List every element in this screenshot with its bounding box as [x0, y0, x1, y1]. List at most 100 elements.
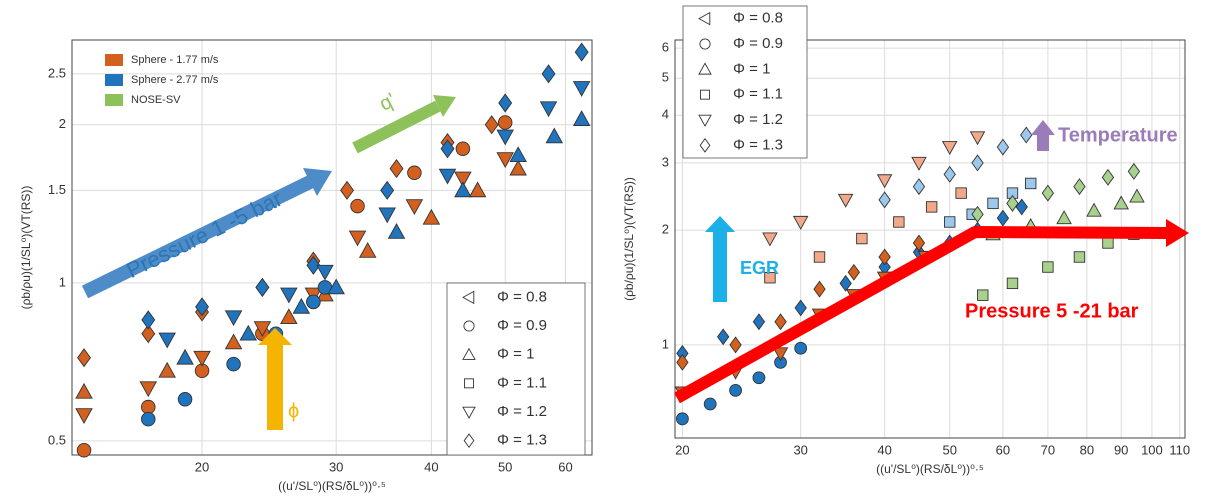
phi-arrow-head	[258, 328, 292, 345]
data-point	[253, 321, 272, 337]
x-tick-label: 20	[675, 442, 689, 457]
egr-arrow-head	[705, 216, 735, 232]
data-point	[878, 248, 891, 266]
legend-marker	[463, 320, 475, 332]
data-point	[468, 181, 487, 198]
x-tick-label: 110	[1169, 442, 1190, 457]
data-point	[75, 382, 93, 399]
data-point	[996, 209, 1010, 227]
data-point	[1006, 277, 1019, 290]
data-point	[943, 165, 956, 183]
x-axis-label: ((u'/SL⁰)(RS/δL⁰))⁰·⁵	[278, 479, 386, 493]
x-tick-label: 60	[558, 459, 572, 474]
y-tick-label: 6	[662, 40, 669, 55]
y-axis-label: (ρb/ρu)(1/SL⁰)(VT(RS))	[19, 186, 33, 310]
legend-label: Φ = 1.1	[733, 86, 783, 103]
x-tick-label: 90	[1114, 442, 1128, 457]
annotation: Temperature	[1058, 124, 1178, 146]
data-point	[774, 313, 787, 331]
data-point	[497, 115, 513, 130]
data-point	[306, 255, 321, 275]
legend-label: Φ = 0.9	[733, 35, 783, 52]
data-point	[348, 230, 367, 247]
data-point	[139, 381, 158, 398]
data-point	[1006, 194, 1019, 212]
data-point	[545, 127, 564, 144]
data-point	[971, 205, 984, 223]
data-point	[405, 199, 424, 216]
data-point	[911, 156, 927, 171]
data-point	[195, 297, 209, 317]
data-point	[177, 392, 193, 407]
data-point	[280, 287, 298, 304]
y-tick-label: 1	[662, 336, 669, 351]
data-point	[675, 412, 689, 426]
legend-box	[446, 282, 586, 456]
data-point	[772, 347, 789, 362]
data-point	[509, 159, 527, 176]
legend-label: Sphere - 2.77 m/s	[131, 74, 219, 86]
data-point	[1086, 202, 1102, 217]
data-point	[387, 222, 406, 239]
data-point	[541, 64, 556, 84]
legend-label: Φ = 1.2	[733, 111, 783, 128]
pressure-arrow-head	[1166, 219, 1189, 247]
legend-marker	[463, 433, 475, 449]
data-point	[389, 159, 404, 179]
legend-label: Φ = 1.3	[497, 432, 547, 449]
data-point	[141, 324, 156, 344]
data-point	[572, 81, 591, 97]
data-point	[340, 180, 354, 200]
data-point	[876, 174, 893, 189]
data-point	[1127, 162, 1141, 180]
data-point	[292, 297, 311, 314]
data-point	[729, 383, 742, 397]
temperature-arrow	[1037, 135, 1049, 151]
data-point	[729, 336, 742, 354]
y-tick-label: 1	[59, 274, 66, 289]
y-tick-label: 3	[662, 154, 669, 169]
legend-label: Φ = 0.8	[733, 10, 783, 27]
legend-swatch	[105, 74, 123, 86]
data-point	[484, 115, 499, 135]
legend-label: Φ = 0.8	[497, 288, 547, 305]
data-point	[75, 408, 93, 424]
y-tick-label: 4	[662, 107, 669, 122]
data-point	[977, 289, 989, 301]
x-tick-label: 40	[424, 459, 438, 474]
data-point	[1020, 126, 1033, 144]
x-tick-label: 60	[996, 442, 1010, 457]
data-point	[327, 278, 345, 295]
legend-marker	[464, 378, 474, 389]
data-point	[176, 348, 194, 365]
x-tick-label: 80	[1080, 442, 1094, 457]
data-point	[839, 274, 852, 292]
data-point	[380, 180, 395, 200]
data-point	[574, 42, 589, 62]
y-tick-label: 0.5	[48, 432, 66, 447]
data-point	[764, 272, 776, 284]
data-point	[378, 207, 396, 224]
legend-marker	[462, 347, 476, 360]
data-point	[676, 353, 689, 371]
data-point	[792, 215, 809, 230]
data-point	[1101, 168, 1115, 186]
data-point	[141, 310, 156, 330]
data-point	[539, 101, 558, 118]
q-arrow	[352, 100, 441, 154]
data-point	[1073, 251, 1086, 263]
y-tick-label: 2	[662, 222, 669, 237]
plot-frame	[674, 39, 1186, 439]
data-point	[496, 152, 514, 169]
data-point	[358, 242, 377, 258]
y-axis-label: (ρb/ρu)(1/SL⁰)(VT(RS))	[622, 177, 636, 301]
data-point	[1073, 178, 1086, 196]
data-point	[158, 332, 176, 349]
annotation: ϕ	[288, 400, 299, 422]
x-tick-label: 50	[498, 459, 512, 474]
legend-label: Φ = 1	[733, 60, 770, 77]
data-point	[1102, 237, 1114, 249]
data-point	[224, 310, 243, 327]
pressure-arrow	[81, 174, 316, 299]
